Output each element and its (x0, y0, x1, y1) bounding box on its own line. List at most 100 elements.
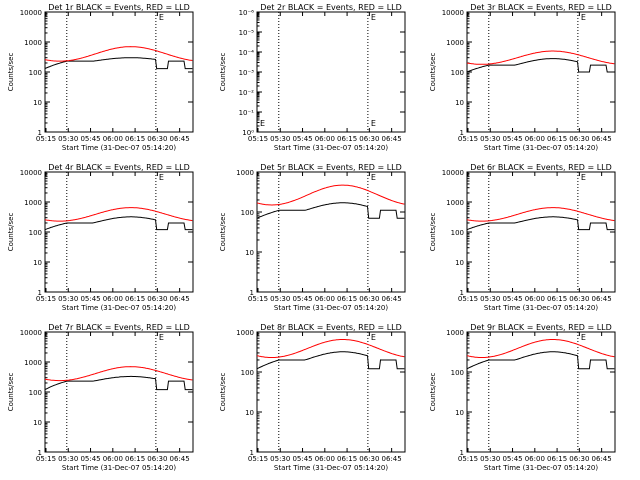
y-axis-label: Counts/sec (7, 53, 15, 92)
x-tick-label: 05:30 (480, 455, 500, 463)
x-tick-label: 06:45 (592, 135, 612, 143)
x-tick-label: 05:15 (36, 455, 56, 463)
events-series-line (466, 351, 615, 370)
event-marker: E (371, 13, 376, 22)
x-axis-label: Start Time (31-Dec-07 05:14:20) (484, 144, 598, 152)
event-marker: E (159, 333, 164, 342)
y-tick-label: 10 (455, 259, 464, 267)
x-tick-label: 05:45 (80, 135, 100, 143)
y-tick-label: 10000 (20, 169, 42, 177)
event-marker: E (371, 173, 376, 182)
y-axis-label: Counts/sec (219, 213, 227, 252)
y-tick-label: 1 (38, 289, 42, 297)
x-axis-label: Start Time (31-Dec-07 05:14:20) (274, 144, 388, 152)
y-tick-label: 10000 (442, 9, 464, 17)
x-tick-label: 06:30 (569, 135, 589, 143)
y-tick-label: 1 (460, 129, 464, 137)
x-tick-label: 06:00 (315, 295, 335, 303)
x-tick-label: 06:30 (147, 455, 167, 463)
x-axis-label: Start Time (31-Dec-07 05:14:20) (274, 464, 388, 472)
event-marker: E (159, 13, 164, 22)
y-tick-label: 10000 (20, 329, 42, 337)
event-marker: E (581, 13, 586, 22)
y-tick-label: 10⁻⁶ (239, 9, 255, 17)
y-tick-label: 1 (250, 289, 254, 297)
y-axis-label: Counts/sec (429, 213, 437, 252)
y-tick-label: 10 (33, 419, 42, 427)
events-series-line (44, 216, 193, 231)
y-tick-label: 10⁰ (242, 129, 254, 137)
panel-title: Det 3r BLACK = Events, RED = LLD (470, 3, 612, 12)
x-tick-label: 05:15 (248, 295, 268, 303)
x-tick-label: 06:30 (359, 135, 379, 143)
y-tick-label: 10 (245, 249, 254, 257)
x-tick-label: 05:15 (248, 135, 268, 143)
panel-title: Det 6r BLACK = Events, RED = LLD (470, 163, 612, 172)
x-tick-label: 05:45 (292, 455, 312, 463)
x-tick-label: 06:45 (382, 295, 402, 303)
y-tick-label: 1000 (24, 39, 42, 47)
lld-series-line (44, 46, 193, 62)
y-tick-label: 1000 (446, 199, 464, 207)
y-tick-label: 10⁻¹ (239, 109, 255, 117)
event-marker: E (159, 173, 164, 182)
x-axis-label: Start Time (31-Dec-07 05:14:20) (62, 464, 176, 472)
x-tick-label: 06:30 (359, 455, 379, 463)
y-tick-label: 1000 (24, 359, 42, 367)
y-tick-label: 1 (460, 449, 464, 457)
x-tick-label: 06:45 (170, 135, 190, 143)
event-marker: E (371, 333, 376, 342)
y-tick-label: 1 (38, 129, 42, 137)
detector-panel: Det 5r BLACK = Events, RED = LLD 05:15 05:… (219, 163, 406, 312)
y-tick-label: 1000 (236, 169, 254, 177)
x-tick-label: 05:15 (248, 455, 268, 463)
x-tick-label: 06:45 (592, 295, 612, 303)
x-tick-label: 05:45 (502, 295, 522, 303)
panel-frame (466, 331, 616, 453)
y-tick-label: 10 (455, 409, 464, 417)
y-tick-label: 1000 (24, 199, 42, 207)
x-tick-label: 05:15 (36, 295, 56, 303)
y-tick-label: 100 (451, 229, 464, 237)
y-tick-label: 10⁻⁵ (239, 29, 255, 37)
x-tick-label: 06:15 (547, 135, 567, 143)
x-axis-label: Start Time (31-Dec-07 05:14:20) (62, 144, 176, 152)
y-axis-label: Counts/sec (7, 213, 15, 252)
lld-series-line (466, 50, 615, 65)
x-tick-label: 06:00 (525, 455, 545, 463)
x-tick-label: 05:30 (270, 295, 290, 303)
event-marker: E (371, 119, 376, 128)
x-tick-label: 06:45 (382, 135, 402, 143)
y-tick-label: 10000 (442, 169, 464, 177)
events-series-line (44, 375, 193, 391)
x-tick-label: 06:15 (125, 295, 145, 303)
x-tick-label: 06:00 (315, 455, 335, 463)
x-tick-label: 06:15 (125, 135, 145, 143)
x-tick-label: 05:15 (458, 295, 478, 303)
x-tick-label: 06:15 (337, 135, 357, 143)
y-tick-label: 10⁻⁴ (239, 49, 255, 57)
lld-series-line (44, 207, 193, 222)
y-tick-label: 100 (241, 209, 254, 217)
panel-frame (256, 331, 406, 453)
y-tick-label: 10 (455, 99, 464, 107)
detector-panel: Det 6r BLACK = Events, RED = LLD 05:15 05:… (429, 163, 616, 312)
panel-title: Det 1r BLACK = Events, RED = LLD (48, 3, 190, 12)
x-tick-label: 05:45 (80, 455, 100, 463)
x-tick-label: 06:00 (103, 455, 123, 463)
y-tick-label: 1 (250, 449, 254, 457)
x-tick-label: 05:15 (458, 135, 478, 143)
panel-title: Det 7r BLACK = Events, RED = LLD (48, 323, 190, 332)
panel-title: Det 5r BLACK = Events, RED = LLD (260, 163, 402, 172)
event-marker: E (581, 173, 586, 182)
lld-series-line (256, 184, 405, 206)
y-tick-label: 100 (29, 69, 42, 77)
x-tick-label: 06:15 (547, 295, 567, 303)
y-tick-label: 10 (245, 409, 254, 417)
x-tick-label: 06:30 (569, 455, 589, 463)
